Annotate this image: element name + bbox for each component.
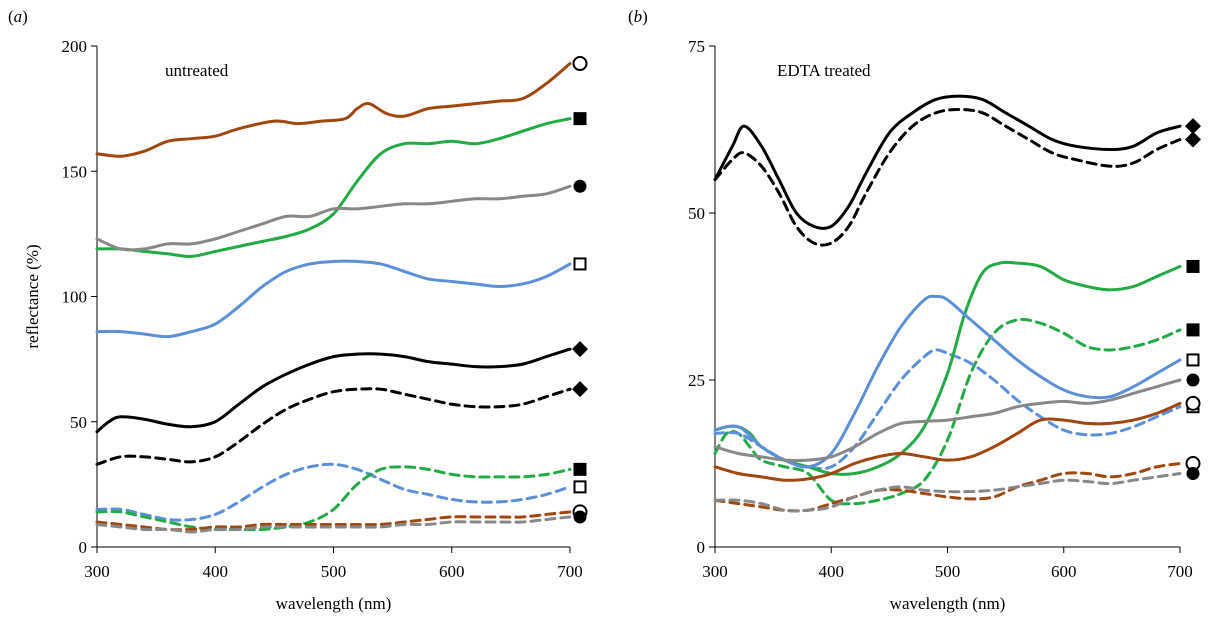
panel-label: (b) <box>628 7 648 26</box>
x-tick-label: 400 <box>203 562 229 581</box>
y-tick-label: 0 <box>79 538 88 557</box>
chart-panel-b: (b) EDTA treated 0 25 50 75 300 400 500 600 700 wav… <box>628 7 1201 613</box>
x-tick-label: 300 <box>84 562 110 581</box>
y-tick-label: 150 <box>62 162 88 181</box>
series-line-10 <box>95 515 572 534</box>
series-line-2 <box>713 107 1182 247</box>
series-line-10 <box>713 472 1182 513</box>
series-line-8 <box>95 465 572 532</box>
x-tick-label: 700 <box>557 562 583 581</box>
series-end-marker-5 <box>572 341 588 358</box>
series-end-marker-3 <box>1186 259 1200 273</box>
series-end-marker-7 <box>573 480 587 494</box>
series-line-5 <box>713 294 1182 469</box>
series-end-marker-5 <box>1186 353 1200 367</box>
x-axis-label: wavelength (nm) <box>890 594 1006 613</box>
y-tick-label: 75 <box>688 37 705 56</box>
y-tick-label: 50 <box>70 413 87 432</box>
series-end-marker-8 <box>573 462 587 476</box>
series-end-marker-10 <box>573 510 587 524</box>
chart-panel-a: (a) untreated 0 50 100 150 200 300 400 500 600 700 w… <box>8 7 588 613</box>
y-tick-label: 25 <box>688 371 705 390</box>
series-line-6 <box>713 348 1182 471</box>
x-tick-label: 400 <box>819 562 845 581</box>
series-end-marker-2 <box>573 112 587 126</box>
series-line-9 <box>713 462 1182 513</box>
series-line-3 <box>713 260 1182 476</box>
x-tick-label: 300 <box>702 562 728 581</box>
series-line-7 <box>95 462 572 522</box>
y-tick-label: 50 <box>688 204 705 223</box>
series-line-8 <box>713 401 1182 482</box>
y-tick-label: 0 <box>697 538 706 557</box>
series-end-marker-6 <box>572 381 588 398</box>
x-tick-label: 600 <box>1051 562 1077 581</box>
series-line-7 <box>713 378 1182 463</box>
y-tick-label: 100 <box>62 288 88 307</box>
panel-annotation: EDTA treated <box>777 61 871 80</box>
series-end-marker-4 <box>1186 323 1200 337</box>
y-tick-label: 200 <box>62 37 88 56</box>
series-line-1 <box>95 62 572 158</box>
series-end-marker-4 <box>573 257 587 271</box>
panel-label: (a) <box>8 7 28 26</box>
series-end-marker-7 <box>1186 373 1200 387</box>
x-axis-label: wavelength (nm) <box>276 594 392 613</box>
series-end-marker-8 <box>1185 395 1201 411</box>
series-line-9 <box>95 510 572 532</box>
series-line-3 <box>95 184 572 252</box>
series-end-marker-1 <box>572 56 588 72</box>
y-axis-label: reflectance (%) <box>23 244 42 348</box>
series-end-marker-10 <box>1186 467 1200 481</box>
x-tick-label: 700 <box>1167 562 1193 581</box>
series-end-marker-2 <box>1185 131 1201 148</box>
series-line-4 <box>95 259 572 339</box>
series-line-2 <box>95 117 572 258</box>
series-line-1 <box>713 94 1182 230</box>
x-tick-label: 600 <box>439 562 465 581</box>
series-end-marker-1 <box>1185 118 1201 135</box>
series-line-6 <box>95 387 572 466</box>
panel-annotation: untreated <box>165 61 229 80</box>
series-end-marker-3 <box>573 179 587 193</box>
x-tick-label: 500 <box>321 562 347 581</box>
series-line-5 <box>95 347 572 434</box>
x-tick-label: 500 <box>935 562 961 581</box>
